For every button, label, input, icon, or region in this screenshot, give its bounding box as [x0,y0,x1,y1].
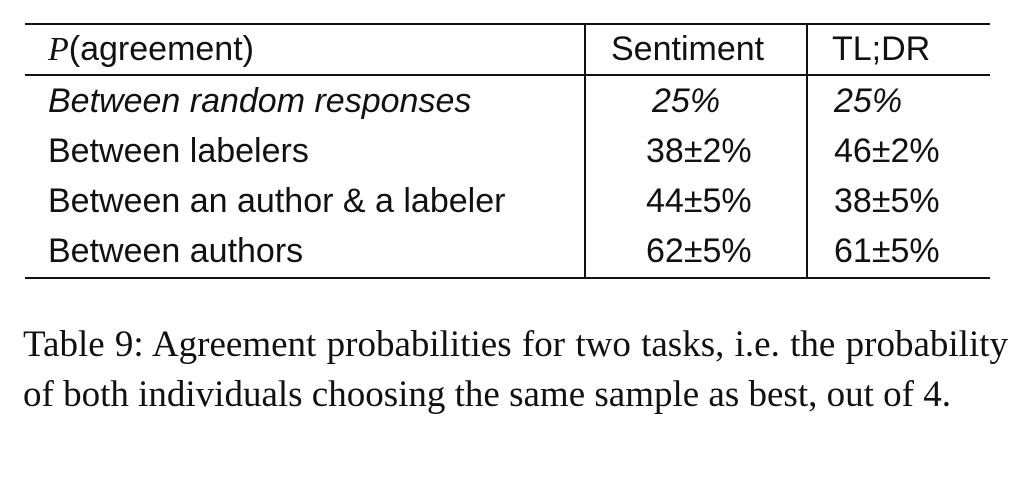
sentiment-value: 62±5% [646,232,752,270]
sentiment-value: 44±5% [646,182,752,220]
header-label: (agreement) [68,30,254,68]
row-label: Between labelers [48,132,309,170]
row-label: Between random responses [48,82,472,120]
header-variable: P [48,31,69,68]
sentiment-value: 25% [652,82,721,120]
column-divider [806,24,808,279]
header-sentiment: Sentiment [611,30,765,68]
sentiment-value: 38±2% [646,132,752,170]
bottom-rule [25,277,990,279]
row-label: Between authors [48,232,304,270]
header-tldr: TL;DR [832,30,931,68]
top-rule [25,23,990,25]
tldr-value: 38±5% [834,182,940,220]
header-rule [25,74,990,76]
tldr-value: 61±5% [834,232,940,270]
tldr-value: 46±2% [834,132,940,170]
tldr-value: 25% [834,82,903,120]
row-label: Between an author & a labeler [48,182,506,220]
header-agreement: P(agreement) [48,24,254,75]
table-caption: Table 9: Agreement probabilities for two… [23,324,1008,415]
column-divider [584,24,586,279]
